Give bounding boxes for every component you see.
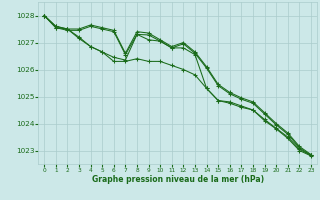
X-axis label: Graphe pression niveau de la mer (hPa): Graphe pression niveau de la mer (hPa) [92,175,264,184]
